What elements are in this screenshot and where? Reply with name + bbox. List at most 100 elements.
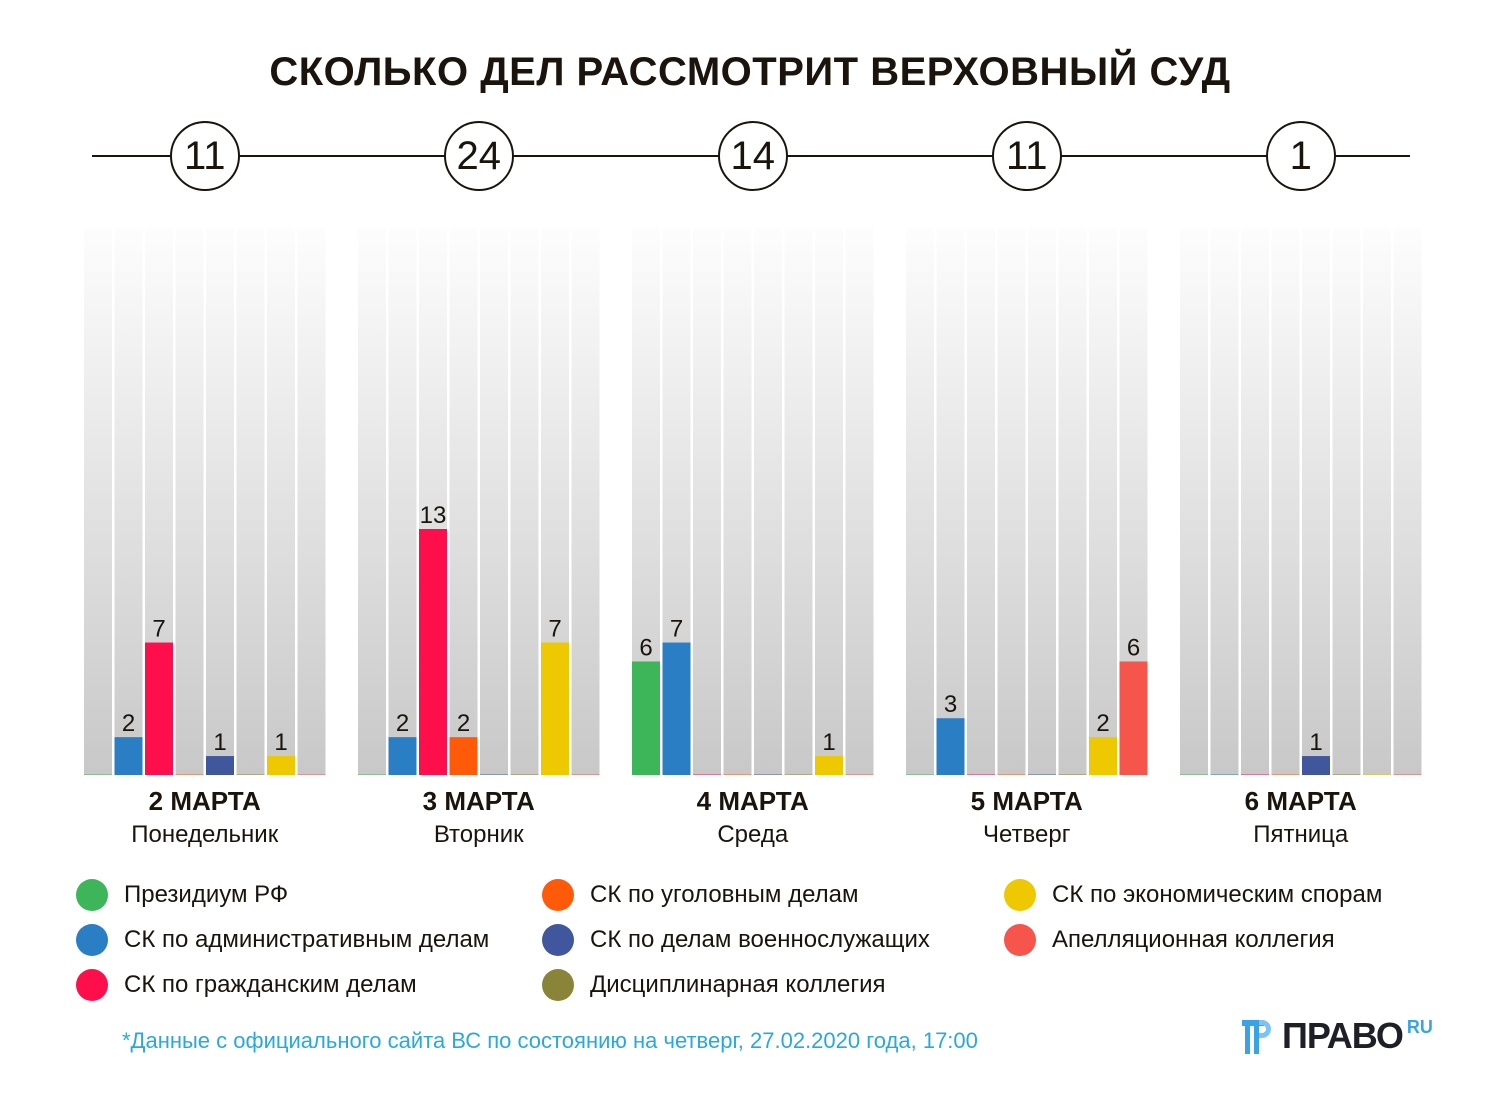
chart-title: СКОЛЬКО ДЕЛ РАССМОТРИТ ВЕРХОВНЫЙ СУД [269, 50, 1231, 94]
legend-swatch-icon [542, 879, 574, 911]
day-total-circle: 11 [991, 121, 1062, 191]
day-date: 5 МАРТА [970, 786, 1083, 816]
legend-item: СК по уголовным делам [542, 878, 859, 912]
column-background [723, 228, 752, 775]
column-background [388, 228, 417, 775]
column-background [1180, 228, 1208, 775]
legend-item: Президиум РФ [76, 878, 288, 912]
column-baseline [1393, 774, 1422, 775]
day-total-circle: 24 [443, 121, 514, 191]
legend-label: Апелляционная коллегия [1052, 926, 1335, 953]
day-date: 6 МАРТА [1244, 786, 1357, 816]
column-background [175, 228, 204, 775]
day-weekday: Среда [717, 821, 789, 848]
column-baseline [84, 774, 112, 775]
bar-value-label: 2 [122, 710, 135, 737]
column-background [1210, 228, 1239, 775]
legend-label: СК по гражданским делам [124, 971, 417, 998]
bar-value-label: 2 [457, 710, 470, 737]
column-background [1028, 228, 1056, 775]
bar [1302, 756, 1330, 775]
column-baseline [967, 774, 995, 775]
bar [145, 642, 173, 775]
column-background [267, 228, 295, 775]
bar-value-label: 6 [1127, 634, 1140, 661]
bar [662, 642, 691, 775]
column-background [997, 228, 1026, 775]
logo-suffix: RU [1406, 1017, 1433, 1037]
column-baseline [1241, 774, 1269, 775]
column-background [1058, 228, 1087, 775]
day-total-circle: 11 [169, 121, 240, 191]
legend-swatch-icon [542, 924, 574, 956]
bar [206, 756, 234, 775]
column-baseline [845, 774, 874, 775]
bar [1089, 737, 1117, 775]
column-baseline [784, 774, 813, 775]
day-total-circle: 1 [1265, 121, 1336, 191]
column-background [236, 228, 265, 775]
column-background [784, 228, 813, 775]
legend-item: Апелляционная коллегия [1004, 923, 1335, 957]
day-date: 4 МАРТА [696, 786, 809, 816]
legend-item: Дисциплинарная коллегия [542, 968, 886, 1002]
bar-value-label: 1 [1309, 729, 1322, 756]
bar [388, 737, 417, 775]
column-background [845, 228, 874, 775]
day-date: 3 МАРТА [422, 786, 535, 816]
bar-value-label: 6 [639, 634, 652, 661]
column-background [206, 228, 234, 775]
day-weekday: Пятница [1253, 821, 1349, 848]
column-baseline [754, 774, 782, 775]
pravo-logo-icon [1242, 1020, 1272, 1056]
column-background [1363, 228, 1391, 775]
column-baseline [1363, 774, 1391, 775]
column-background [693, 228, 721, 775]
bar-value-label: 13 [420, 502, 447, 529]
column-baseline [175, 774, 204, 775]
column-baseline [297, 774, 326, 775]
legend-swatch-icon [542, 969, 574, 1001]
column-baseline [693, 774, 721, 775]
day-label: 4 МАРТА Среда [623, 786, 883, 849]
legend-swatch-icon [1004, 924, 1036, 956]
footnote: *Данные с официального сайта ВС по состо… [122, 1028, 978, 1053]
bar [815, 756, 843, 775]
day-date: 2 МАРТА [148, 786, 261, 816]
column-baseline [997, 774, 1026, 775]
column-baseline [1028, 774, 1056, 775]
bar [936, 718, 965, 775]
day-label: 5 МАРТА Четверг [897, 786, 1157, 849]
column-baseline [1180, 774, 1208, 775]
column-background [754, 228, 782, 775]
legend-swatch-icon [76, 924, 108, 956]
column-baseline [1271, 774, 1300, 775]
day-label: 2 МАРТА Понедельник [75, 786, 335, 849]
bar-value-label: 2 [1096, 710, 1109, 737]
column-background [815, 228, 843, 775]
column-background [936, 228, 965, 775]
column-baseline [480, 774, 508, 775]
column-baseline [510, 774, 539, 775]
column-background [449, 228, 478, 775]
legend-label: СК по делам военнослужащих [590, 926, 930, 953]
bar [541, 642, 569, 775]
day-total-circle: 14 [717, 121, 788, 191]
legend: Президиум РФ СК по административным делам… [76, 878, 1456, 1008]
column-background [1271, 228, 1300, 775]
bar-value-label: 7 [548, 616, 561, 643]
day-label: 3 МАРТА Вторник [349, 786, 609, 849]
column-background [510, 228, 539, 775]
legend-item: СК по административным делам [76, 923, 489, 957]
legend-label: Президиум РФ [124, 881, 289, 908]
column-background [1241, 228, 1269, 775]
day-weekday: Вторник [433, 821, 524, 848]
bar-value-label: 3 [944, 691, 957, 718]
column-baseline [1332, 774, 1361, 775]
bar-value-label: 7 [670, 616, 683, 643]
legend-item: СК по экономическим спорам [1004, 878, 1382, 912]
column-baseline [906, 774, 934, 775]
column-baseline [358, 774, 386, 775]
column-baseline [1210, 774, 1239, 775]
